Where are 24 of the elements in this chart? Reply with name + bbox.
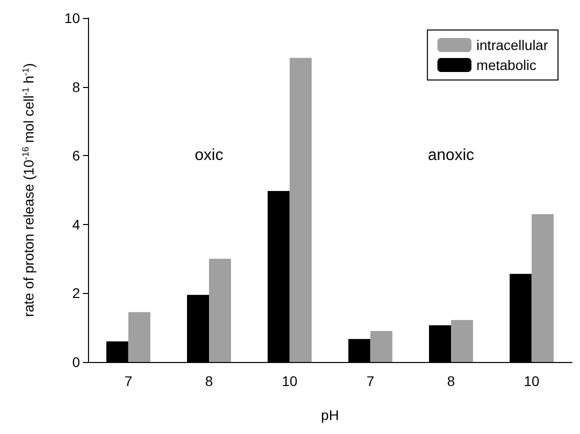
x-tick-label: 10: [282, 373, 298, 389]
x-tick-label: 8: [205, 373, 214, 389]
legend-label: metabolic: [476, 57, 536, 73]
y-tick-label: 10: [64, 10, 80, 26]
y-tick-label: 8: [72, 78, 80, 95]
x-tick-label: 7: [366, 373, 374, 389]
x-tick-label: 7: [124, 373, 132, 389]
bar: [128, 312, 150, 362]
y-tick-label: 4: [72, 216, 80, 232]
bar: [370, 331, 392, 362]
bar: [290, 58, 312, 362]
annotation: anoxic: [428, 147, 474, 164]
bar: [209, 258, 231, 362]
y-tick-label: 2: [72, 285, 80, 302]
x-axis-title: pH: [321, 407, 339, 423]
legend-label: intracellular: [476, 37, 548, 53]
y-tick-label: 0: [72, 354, 80, 370]
x-tick-label: 10: [524, 373, 540, 389]
annotation: oxic: [194, 147, 224, 164]
x-tick-label: 8: [447, 373, 456, 389]
y-tick-label: 6: [72, 148, 80, 164]
bar: [451, 320, 473, 362]
y-axis-title: rate of proton release (10-16 mol cell-1 h-1): [20, 63, 36, 317]
bar: [532, 214, 554, 362]
